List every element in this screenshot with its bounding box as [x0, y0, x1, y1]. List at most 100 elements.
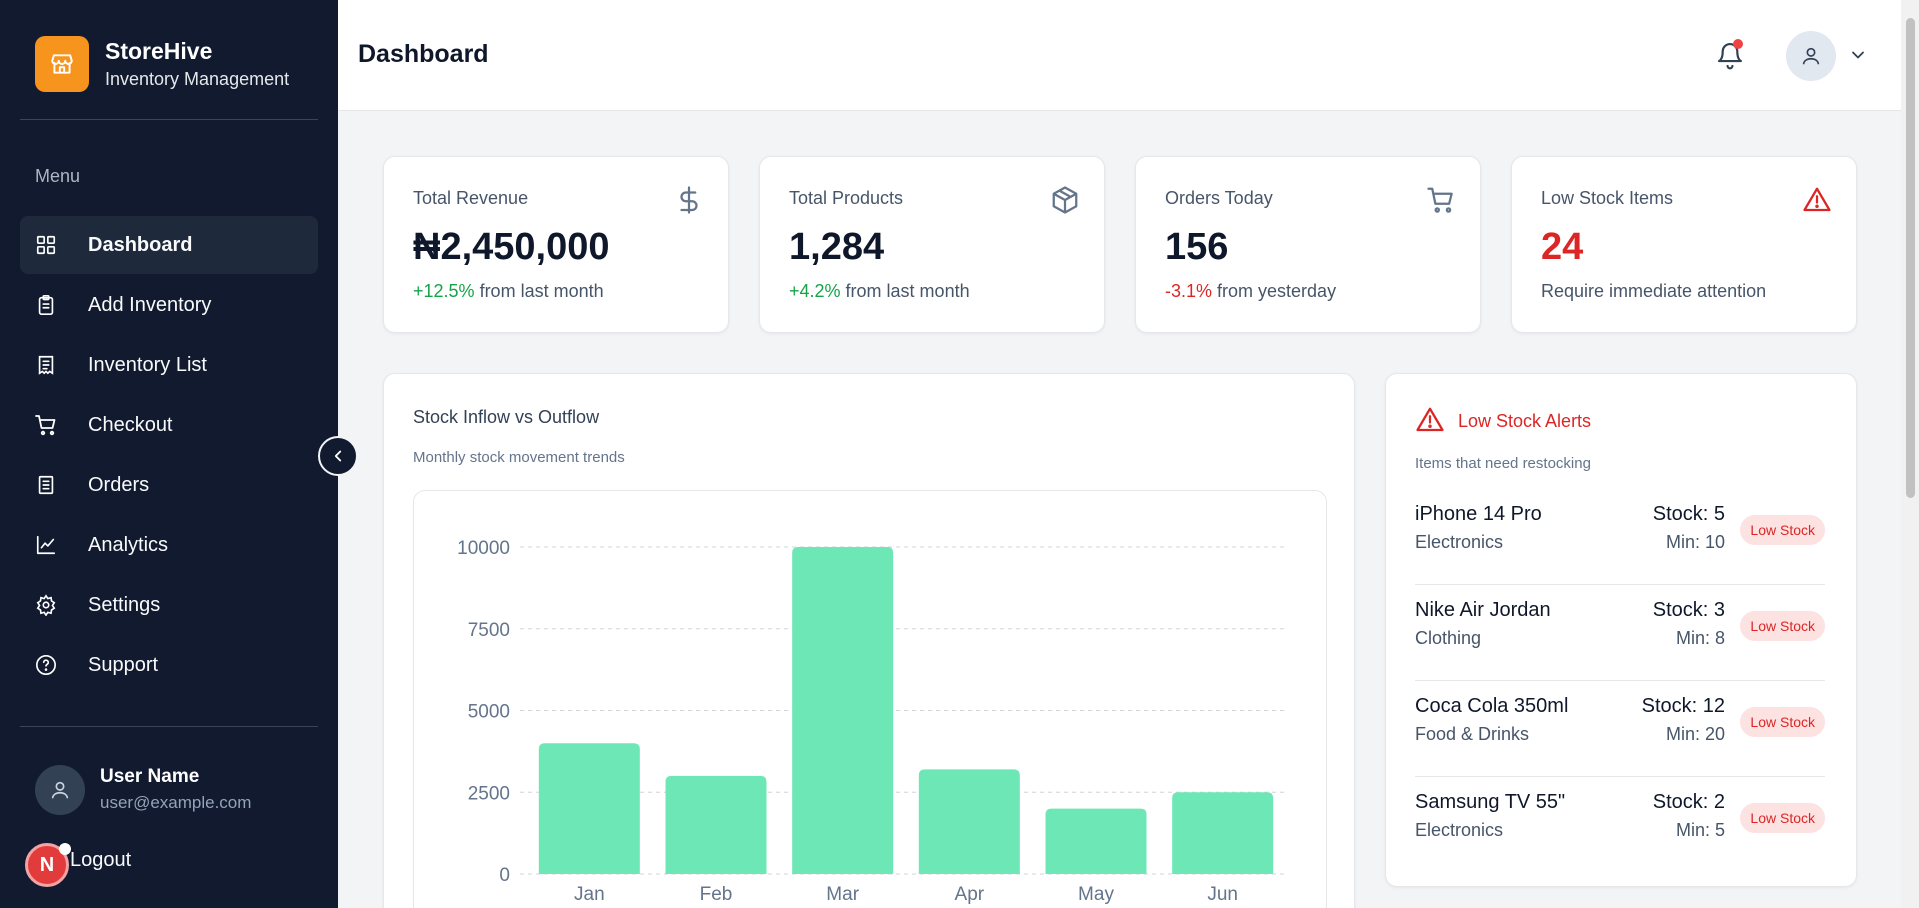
stock-count: Stock: 12 [1641, 695, 1725, 717]
stat-card-revenue: Total Revenue ₦2,450,000 +12.5% from las… [383, 156, 729, 333]
y-tick-label: 0 [499, 865, 510, 886]
user-icon [1802, 47, 1820, 65]
stat-change: +4.2% from last month [789, 281, 970, 302]
sidebar-item-label: Support [88, 653, 159, 676]
chart-subtitle: Monthly stock movement trends [413, 449, 625, 466]
product-category: Electronics [1415, 532, 1504, 552]
warning-icon [1416, 407, 1444, 432]
product-category: Food & Drinks [1415, 724, 1530, 744]
chart-card: Stock Inflow vs Outflow Monthly stock mo… [383, 373, 1355, 908]
logout-button[interactable]: Logout [70, 849, 132, 871]
chart-bar-feb[interactable] [665, 775, 767, 874]
dollar-icon [680, 186, 698, 214]
bar-chart: 0 2500 5000 7500 10000 Jan Feb Mar Apr May Jun [457, 538, 1286, 905]
x-tick-label: May [1078, 884, 1114, 905]
chart-bar-jan[interactable] [538, 743, 640, 874]
brand-subtitle: Inventory Management [105, 69, 290, 89]
status-badge: Low Stock [1740, 707, 1825, 737]
status-badge: Low Stock [1740, 611, 1825, 641]
stat-note: Require immediate attention [1541, 281, 1767, 301]
sidebar-item-analytics[interactable]: Analytics [20, 516, 318, 574]
sidebar: StoreHive Inventory Management Menu Dash… [0, 0, 338, 908]
list-item[interactable]: Samsung TV 55" Electronics Stock: 2 Min:… [1415, 777, 1825, 873]
min-stock: Min: 20 [1665, 724, 1725, 744]
product-category: Electronics [1415, 820, 1504, 840]
sidebar-item-label: Add Inventory [88, 293, 212, 316]
list-item[interactable]: Coca Cola 350ml Food & Drinks Stock: 12 … [1415, 681, 1825, 777]
min-stock: Min: 8 [1675, 628, 1725, 648]
y-tick-label: 10000 [457, 538, 510, 559]
alerts-title: Low Stock Alerts [1458, 411, 1592, 431]
product-name: Samsung TV 55" [1415, 791, 1566, 813]
x-tick-label: Jan [574, 884, 605, 905]
bell-icon[interactable] [1715, 38, 1745, 72]
chart-bar-jun[interactable] [1172, 792, 1274, 874]
stat-label: Total Products [789, 188, 904, 208]
stat-value: ₦2,450,000 [413, 226, 610, 268]
sidebar-item-settings[interactable]: Settings [20, 576, 318, 634]
clipboard-icon [34, 293, 58, 317]
alert-list: iPhone 14 Pro Electronics Stock: 5 Min: … [1415, 489, 1825, 873]
chart-bar-apr[interactable] [918, 769, 1020, 874]
collapse-sidebar-button[interactable] [318, 436, 358, 476]
sidebar-item-checkout[interactable]: Checkout [20, 396, 318, 454]
brand-name: StoreHive [105, 38, 213, 64]
chart-area: 0 2500 5000 7500 10000 Jan Feb Mar Apr May Jun [413, 490, 1327, 908]
sidebar-nav: Dashboard Add Inventory Inventory List C… [20, 216, 318, 696]
stat-value: 1,284 [789, 226, 885, 268]
sidebar-item-orders[interactable]: Orders [20, 456, 318, 514]
status-badge: Low Stock [1740, 803, 1825, 833]
status-badge: Low Stock [1740, 515, 1825, 545]
scrollbar-thumb[interactable] [1906, 18, 1915, 498]
chevron-left-icon [334, 450, 342, 462]
sidebar-item-label: Settings [88, 593, 161, 616]
stat-value: 24 [1541, 226, 1584, 268]
profile-avatar[interactable] [1786, 31, 1836, 81]
brand[interactable]: StoreHive Inventory Management [35, 36, 289, 92]
stat-label: Total Revenue [413, 188, 529, 208]
list-item[interactable]: iPhone 14 Pro Electronics Stock: 5 Min: … [1415, 489, 1825, 585]
product-name: iPhone 14 Pro [1415, 503, 1542, 525]
stock-count: Stock: 5 [1652, 503, 1725, 525]
stat-label: Low Stock Items [1541, 188, 1674, 208]
cart-icon [34, 413, 58, 437]
sidebar-item-inventory-list[interactable]: Inventory List [20, 336, 318, 394]
sidebar-divider [20, 726, 318, 727]
y-tick-label: 5000 [468, 702, 510, 723]
sidebar-divider [20, 119, 318, 120]
next-dev-badge[interactable]: N [25, 843, 69, 887]
page-scrollbar[interactable] [1901, 0, 1919, 908]
menu-heading: Menu [35, 166, 81, 186]
stat-label: Orders Today [1165, 188, 1273, 208]
stat-value: 156 [1165, 226, 1229, 268]
chart-bar-mar[interactable] [792, 547, 894, 874]
sidebar-item-label: Checkout [88, 413, 173, 436]
user-profile[interactable]: User Name user@example.com [35, 764, 251, 816]
top-header: Dashboard [338, 0, 1901, 111]
product-name: Nike Air Jordan [1415, 599, 1551, 621]
sidebar-item-dashboard[interactable]: Dashboard [20, 216, 318, 274]
product-category: Clothing [1415, 628, 1482, 648]
page-title: Dashboard [358, 40, 489, 68]
grid-icon [34, 233, 58, 257]
chart-title: Stock Inflow vs Outflow [413, 407, 600, 427]
change-note: from yesterday [1212, 281, 1337, 301]
alerts-subtitle: Items that need restocking [1415, 455, 1591, 472]
y-tick-label: 2500 [468, 783, 510, 804]
sidebar-item-add-inventory[interactable]: Add Inventory [20, 276, 318, 334]
stat-card-orders: Orders Today 156 -3.1% from yesterday [1135, 156, 1481, 333]
list-item[interactable]: Nike Air Jordan Clothing Stock: 3 Min: 8… [1415, 585, 1825, 681]
line-chart-icon [34, 533, 58, 557]
notification-dot [1733, 39, 1743, 49]
x-tick-label: Apr [955, 884, 985, 905]
store-icon [35, 36, 89, 92]
min-stock: Min: 10 [1665, 532, 1725, 552]
change-percent: +4.2% [789, 281, 841, 301]
chart-bar-may[interactable] [1045, 808, 1147, 874]
stat-card-low-stock: Low Stock Items 24 Require immediate att… [1511, 156, 1857, 333]
help-circle-icon [34, 653, 58, 677]
chevron-down-icon[interactable] [1848, 45, 1868, 65]
stat-change: -3.1% from yesterday [1165, 281, 1336, 302]
stock-count: Stock: 3 [1652, 599, 1725, 621]
sidebar-item-support[interactable]: Support [20, 636, 318, 694]
